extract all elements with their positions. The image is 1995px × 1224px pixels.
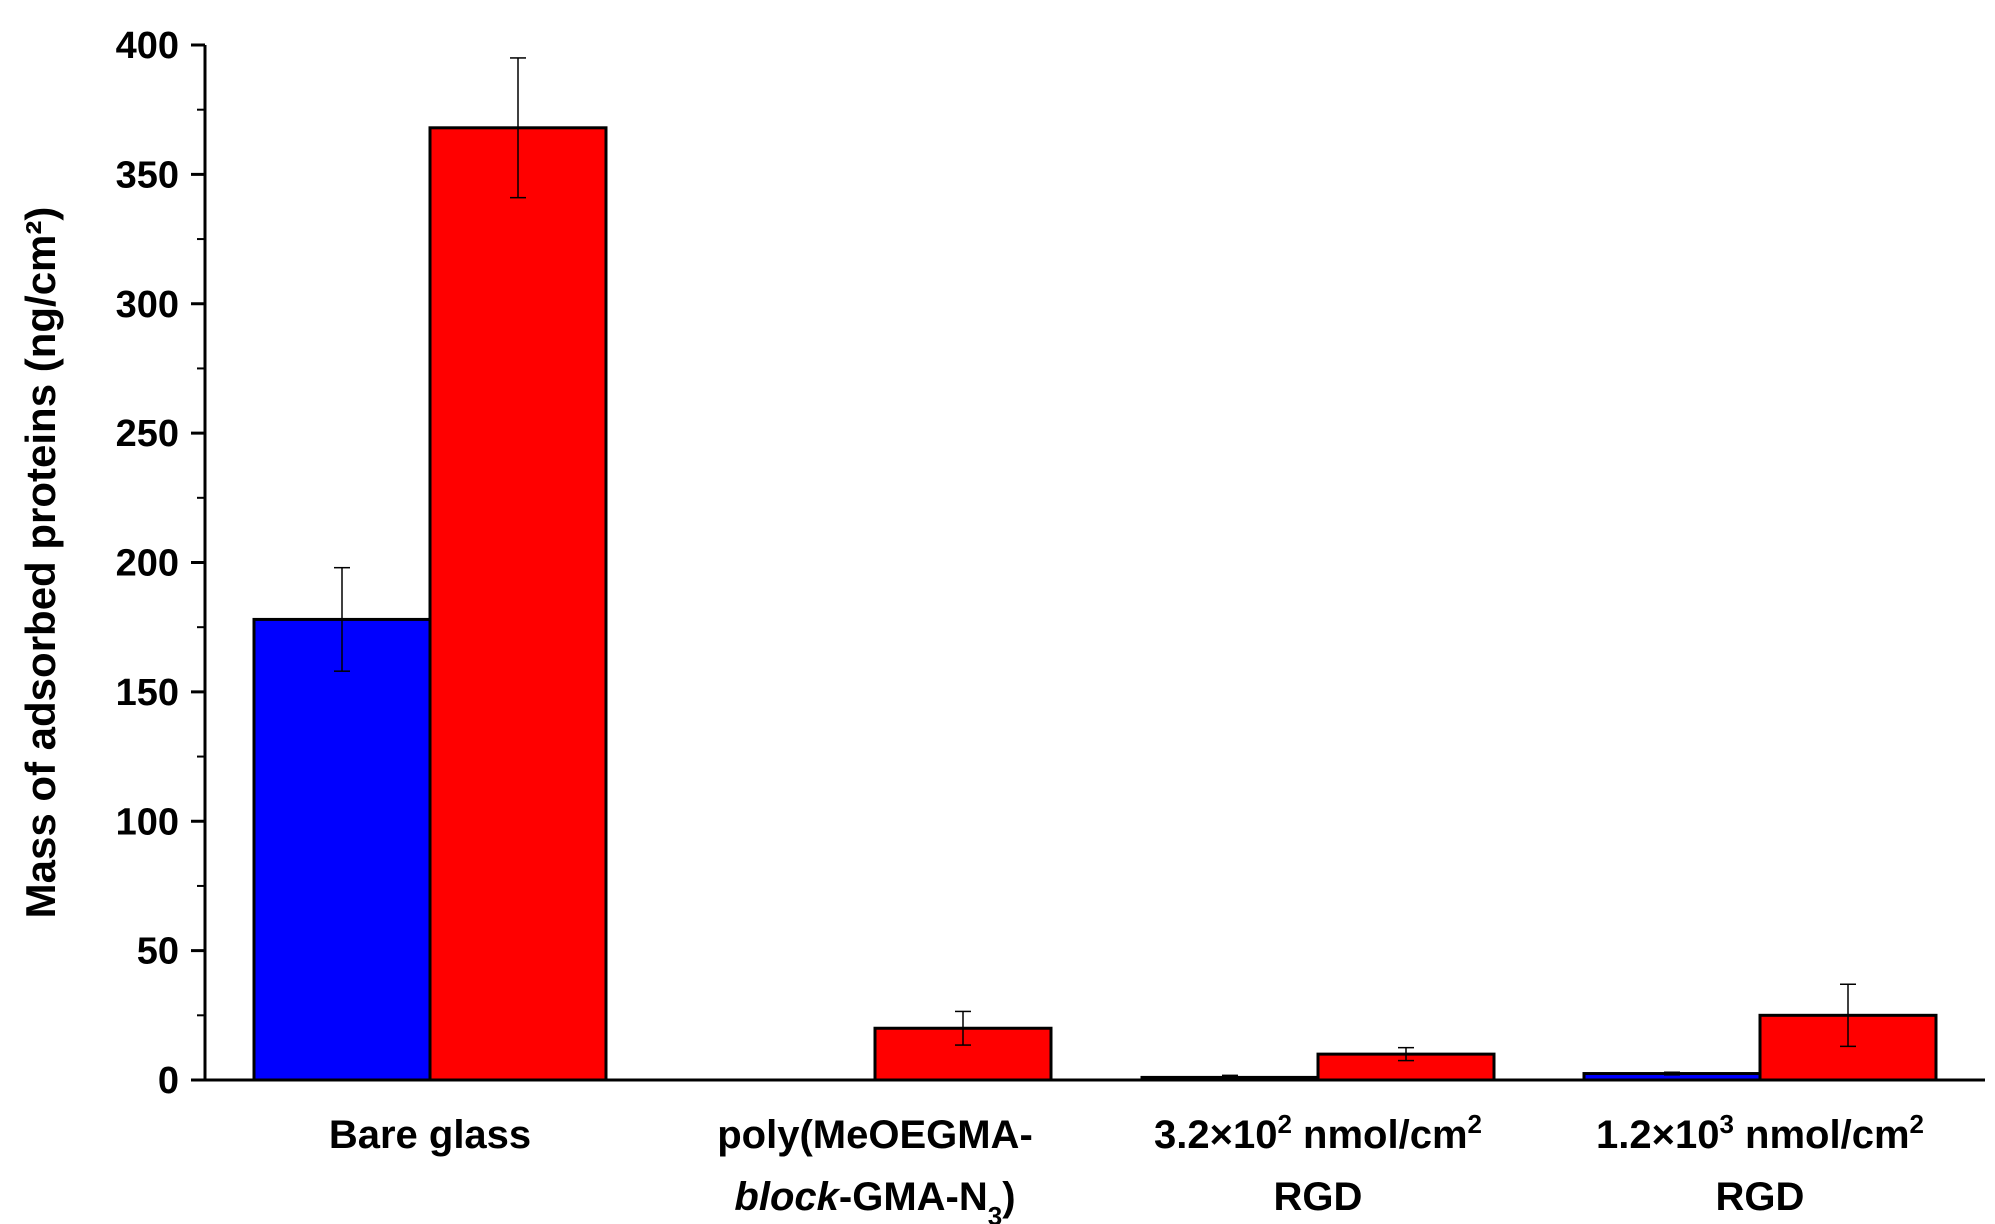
label-segment: 2 [1910, 1109, 1924, 1139]
bar [252, 617, 432, 1082]
label-segment: 3 [1719, 1109, 1733, 1139]
x-category-label: poly(MeOEGMA- [717, 1113, 1033, 1157]
y-tick-label: 100 [116, 801, 179, 843]
y-tick-labels: 0 50 100 150 200 250 300 350 400 [116, 25, 179, 1102]
label-segment: RGD [1274, 1175, 1363, 1219]
label-segment: ) [1002, 1175, 1015, 1219]
x-category-label: 3.2×102 nmol/cm2 [1154, 1109, 1482, 1157]
x-category-label: block-GMA-N3) [734, 1175, 1015, 1224]
label-segment: nmol/cm [1292, 1113, 1468, 1157]
label-segment: 2 [1277, 1109, 1291, 1139]
label-segment: poly(MeOEGMA- [717, 1113, 1033, 1157]
label-segment: nmol/cm [1734, 1113, 1910, 1157]
y-tick-label: 150 [116, 672, 179, 714]
x-category-label: RGD [1716, 1175, 1805, 1219]
y-axis-title: Mass of adsorbed proteins (ng/cm²) [17, 207, 64, 919]
error-bars [334, 57, 1856, 1081]
label-segment: RGD [1716, 1175, 1805, 1219]
x-category-label: Bare glass [329, 1113, 531, 1157]
label-segment: 3.2×10 [1154, 1113, 1277, 1157]
x-category-labels: Bare glass poly(MeOEGMA-block-GMA-N3)3.2×… [329, 1109, 1924, 1224]
y-tick-label: 200 [116, 543, 179, 585]
y-tick-label: 400 [116, 25, 179, 67]
label-segment: 3 [988, 1201, 1002, 1224]
y-tick-label: 0 [158, 1060, 179, 1102]
x-category-label: 1.2×103 nmol/cm2 [1596, 1109, 1924, 1157]
label-segment: 2 [1468, 1109, 1482, 1139]
y-tick-label: 300 [116, 284, 179, 326]
bar [428, 126, 608, 1082]
label-segment: block [734, 1175, 840, 1219]
y-tick-label: 350 [116, 154, 179, 196]
label-segment: -GMA-N [839, 1175, 988, 1219]
y-tick-label: 250 [116, 413, 179, 455]
label-segment: 1.2×10 [1596, 1113, 1719, 1157]
label-segment: Bare glass [329, 1113, 531, 1157]
y-tick-label: 50 [137, 931, 179, 973]
bars [252, 126, 1938, 1082]
x-category-label: RGD [1274, 1175, 1363, 1219]
